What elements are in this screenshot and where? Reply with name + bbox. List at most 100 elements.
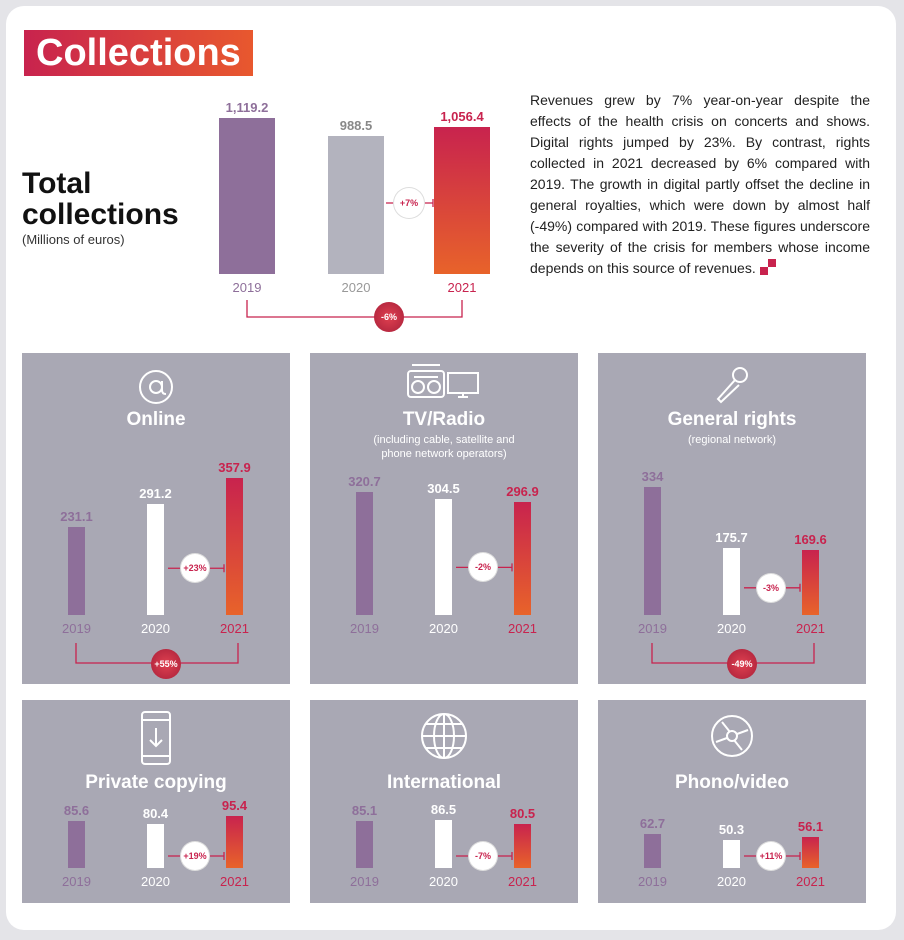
total-title-line1: Total [22, 167, 92, 200]
change-arrow-2020-2021 [744, 852, 801, 860]
bar-2019 [68, 820, 85, 868]
change-badge-2020-2021: +11% [757, 842, 785, 870]
value-label-2021: 169.6 [794, 532, 827, 548]
change-arrow-2020-2021 [456, 563, 513, 572]
year-label-2019: 2019 [350, 874, 379, 889]
section-title: Collections [24, 30, 253, 76]
value-label-2021: 56.1 [797, 819, 824, 835]
panel-general-rights: General rights (regional network) 334 2019 1… [598, 353, 866, 684]
year-label-2020: 2020 [429, 621, 458, 636]
change-arrow-2020-2021 [456, 852, 513, 860]
panel-title: General rights [667, 409, 797, 430]
panel-international: International 85.1 2019 86.5 2020 80.5 2021 -7% [310, 700, 578, 903]
year-label-2021: 2021 [220, 874, 249, 889]
panel-title: Private copying [85, 772, 227, 793]
change-badge-2020-2021: +23% [181, 554, 209, 583]
summary-text: Revenues grew by 7% year-on-year despite… [530, 92, 870, 276]
year-label-2020: 2020 [717, 874, 746, 889]
change-bracket-2019-2021 [246, 300, 463, 318]
value-label-2019: 320.7 [348, 474, 381, 490]
value-label-2019: 1,119.2 [225, 99, 269, 115]
year-label-2020: 2020 [717, 621, 746, 636]
panel-title: TV/Radio [402, 409, 486, 430]
year-label-2020: 2020 [141, 874, 170, 889]
bar-2020 [147, 823, 164, 868]
radio-tv-icon [407, 364, 479, 398]
value-label-2019: 62.7 [639, 815, 666, 831]
value-label-2019: 85.1 [351, 803, 378, 819]
bar-2021 [802, 837, 819, 868]
summary-paragraph: Revenues grew by 7% year-on-year despite… [530, 90, 870, 279]
value-label-2021: 1,056.4 [440, 108, 484, 124]
change-badge-2020-2021: +19% [181, 842, 209, 870]
bar-2021 [434, 126, 490, 274]
change-badge-2019-2021: -49% [727, 649, 757, 679]
value-label-2019: 231.1 [60, 508, 93, 524]
year-label-2019: 2019 [62, 621, 91, 636]
bar-2020 [435, 820, 452, 868]
bar-2019 [356, 492, 373, 615]
change-bracket-2019-2021 [75, 643, 239, 664]
bar-2021 [802, 550, 819, 615]
year-label-2020: 2020 [141, 621, 170, 636]
globe-icon [421, 713, 467, 759]
change-badge-2020-2021: -2% [469, 553, 497, 582]
bar-2020 [723, 547, 740, 615]
year-label-2019: 2019 [62, 874, 91, 889]
panel-subtitle: (including cable, satellite and phone ne… [373, 434, 515, 460]
value-label-2021: 95.4 [221, 797, 248, 813]
total-collections-title: Total collections [22, 168, 179, 230]
bar-2021 [514, 501, 531, 615]
change-arrow-2020-2021 [168, 852, 225, 860]
bar-2019 [644, 833, 661, 868]
value-label-2021: 80.5 [509, 805, 536, 821]
change-badge-2019-2021: +55% [151, 649, 181, 679]
bar-2020 [435, 498, 452, 615]
phone-download-icon [141, 711, 171, 765]
bar-2019 [219, 117, 275, 274]
bar-2019 [644, 487, 661, 615]
panel-subtitle: (regional network) [687, 434, 777, 446]
value-label-2020: 175.7 [715, 529, 748, 545]
value-label-2019: 334 [641, 469, 664, 485]
disc-icon [711, 715, 753, 757]
total-title-line2: collections [22, 198, 179, 231]
year-label-2021: 2021 [796, 874, 825, 889]
panel-private-copying: Private copying 85.6 2019 80.4 2020 95.4 2021 +… [22, 700, 290, 903]
at-icon [139, 370, 173, 404]
bar-2019 [68, 526, 85, 615]
bar-2019 [356, 821, 373, 868]
year-label-2019: 2019 [638, 874, 667, 889]
panel-title: Phono/video [675, 772, 789, 793]
value-label-2019: 85.6 [63, 802, 90, 818]
panel-online: Online 231.1 2019 291.2 2020 357.9 2021 +23% +55… [22, 353, 290, 684]
change-bracket-2019-2021 [651, 643, 815, 664]
total-subtitle: (Millions of euros) [22, 232, 125, 247]
logo-mark-icon [759, 259, 776, 275]
year-label-2021: 2021 [508, 874, 537, 889]
bar-2020 [328, 136, 384, 274]
year-label-2020: 2020 [429, 874, 458, 889]
bar-2021 [226, 815, 243, 868]
year-label-2021: 2021 [220, 621, 249, 636]
value-label-2021: 296.9 [506, 483, 539, 499]
bar-2021 [226, 478, 243, 615]
change-badge-2020-2021: -7% [469, 842, 497, 870]
value-label-2020: 304.5 [427, 480, 460, 496]
bar-2021 [514, 823, 531, 868]
microphone-icon [716, 367, 748, 404]
value-label-2020: 86.5 [430, 802, 457, 818]
year-label-2020: 2020 [341, 280, 371, 295]
year-label-2019: 2019 [350, 621, 379, 636]
panel-title: International [386, 772, 501, 793]
value-label-2020: 50.3 [718, 822, 745, 838]
year-label-2021: 2021 [508, 621, 537, 636]
year-label-2021: 2021 [796, 621, 825, 636]
change-badge-2020-2021: +7% [394, 188, 424, 218]
year-label-2019: 2019 [638, 621, 667, 636]
panel-title: Online [126, 409, 186, 430]
bar-2020 [147, 503, 164, 615]
bar-2020 [723, 840, 740, 868]
panel-tv-radio: TV/Radio (including cable, satellite and … [310, 353, 578, 684]
year-label-2021: 2021 [447, 280, 477, 295]
